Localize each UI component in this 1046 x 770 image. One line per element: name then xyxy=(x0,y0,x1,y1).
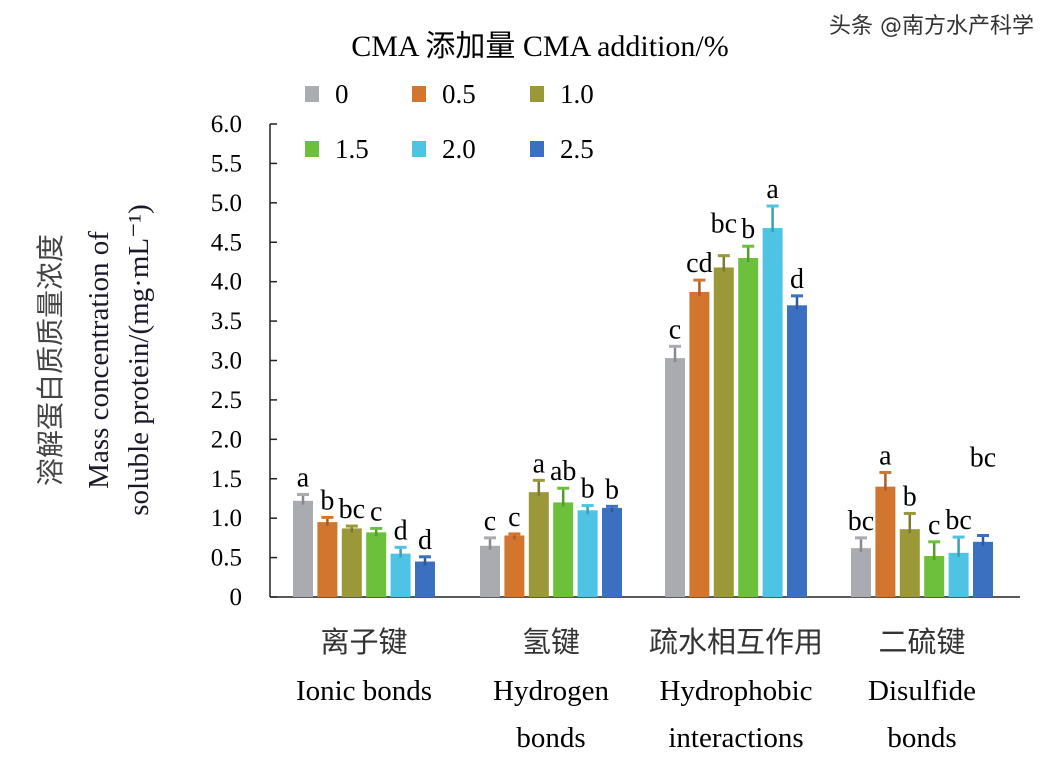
legend-swatch xyxy=(305,141,319,157)
bar xyxy=(390,553,411,597)
significance-label: a xyxy=(766,174,779,205)
significance-label: d xyxy=(394,515,408,546)
bar xyxy=(317,522,338,597)
bar xyxy=(762,228,783,597)
significance-label: c xyxy=(508,502,520,533)
significance-label: bc xyxy=(848,506,874,537)
bar xyxy=(341,528,362,597)
bar xyxy=(713,267,734,597)
significance-label: c xyxy=(370,496,382,527)
bar xyxy=(924,556,945,597)
significance-label: b xyxy=(605,474,619,505)
legend-label: 0 xyxy=(335,79,349,109)
significance-label: a xyxy=(533,448,546,479)
significance-label: b xyxy=(320,485,334,516)
y-axis-title: soluble protein/(mg·mL⁻¹) xyxy=(123,204,155,516)
y-axis-title: Mass concentration of xyxy=(83,231,115,489)
y-tick-label: 5.0 xyxy=(211,190,242,217)
chart-title: CMA 添加量 CMA addition/% xyxy=(351,30,729,63)
significance-label: a xyxy=(879,440,892,471)
significance-label: bc xyxy=(945,505,971,536)
y-tick-label: 5.5 xyxy=(211,150,242,177)
category-label-en: bonds xyxy=(887,722,956,754)
bar xyxy=(875,486,896,597)
bar xyxy=(553,502,574,597)
significance-label: a xyxy=(297,463,310,494)
y-axis-title: 溶解蛋白质质量浓度 xyxy=(35,234,67,486)
category-label-en: bonds xyxy=(516,722,585,754)
bar xyxy=(738,258,759,597)
bar xyxy=(851,548,871,597)
y-tick-label: 6.0 xyxy=(211,111,242,138)
legend-label: 2.5 xyxy=(560,134,594,164)
y-tick-label: 1.5 xyxy=(211,466,242,493)
significance-label: d xyxy=(790,264,804,295)
significance-label: bc xyxy=(970,443,996,474)
legend-label: 0.5 xyxy=(442,79,476,109)
y-tick-label: 0.5 xyxy=(211,545,242,572)
y-tick-label: 1.0 xyxy=(211,505,242,532)
bar xyxy=(415,561,435,597)
significance-label: cd xyxy=(686,248,712,279)
bar xyxy=(602,507,622,597)
significance-label: ab xyxy=(550,456,576,487)
bar xyxy=(973,541,993,597)
legend-swatch xyxy=(305,86,319,102)
legend-swatch xyxy=(530,141,544,157)
legend-swatch xyxy=(412,141,426,157)
significance-label: b xyxy=(581,474,595,505)
category-label-en: interactions xyxy=(668,722,803,754)
significance-label: d xyxy=(418,525,432,556)
significance-label: bc xyxy=(339,494,365,525)
category-label-zh: 二硫键 xyxy=(878,626,965,659)
category-label-zh: 疏水相互作用 xyxy=(649,626,823,659)
legend-label: 1.5 xyxy=(335,134,369,164)
bar xyxy=(504,535,525,597)
significance-label: c xyxy=(484,506,496,537)
category-label-zh: 氢键 xyxy=(522,626,580,659)
bar xyxy=(480,545,500,597)
bar xyxy=(899,529,920,597)
category-label-zh: 离子键 xyxy=(320,626,407,659)
category-label-en: Hydrogen xyxy=(493,675,609,707)
significance-label: b xyxy=(741,214,755,245)
y-tick-label: 4.0 xyxy=(211,269,242,296)
category-label-en: Disulfide xyxy=(868,675,976,707)
bar xyxy=(528,492,549,597)
significance-label: b xyxy=(903,481,917,512)
bar xyxy=(689,291,710,597)
legend-swatch xyxy=(412,86,426,102)
bar xyxy=(787,305,807,597)
y-tick-label: 2.5 xyxy=(211,387,242,414)
legend-label: 1.0 xyxy=(560,79,594,109)
y-tick-label: 0 xyxy=(230,584,243,611)
y-tick-label: 3.0 xyxy=(211,348,242,375)
bar xyxy=(366,532,387,597)
y-tick-label: 2.0 xyxy=(211,426,242,453)
significance-label: c xyxy=(928,510,940,541)
significance-label: c xyxy=(669,314,681,345)
significance-label: bc xyxy=(711,209,737,240)
bar xyxy=(293,500,313,597)
bar xyxy=(665,358,685,597)
category-label-en: Ionic bonds xyxy=(296,675,432,707)
bar xyxy=(577,510,598,597)
category-label-en: Hydrophobic xyxy=(659,675,812,707)
watermark: 头条 @南方水产科学 xyxy=(829,14,1034,39)
legend-swatch xyxy=(530,86,544,102)
y-tick-label: 4.5 xyxy=(211,229,242,256)
bar xyxy=(948,552,969,597)
legend-label: 2.0 xyxy=(442,134,476,164)
y-tick-label: 3.5 xyxy=(211,308,242,335)
